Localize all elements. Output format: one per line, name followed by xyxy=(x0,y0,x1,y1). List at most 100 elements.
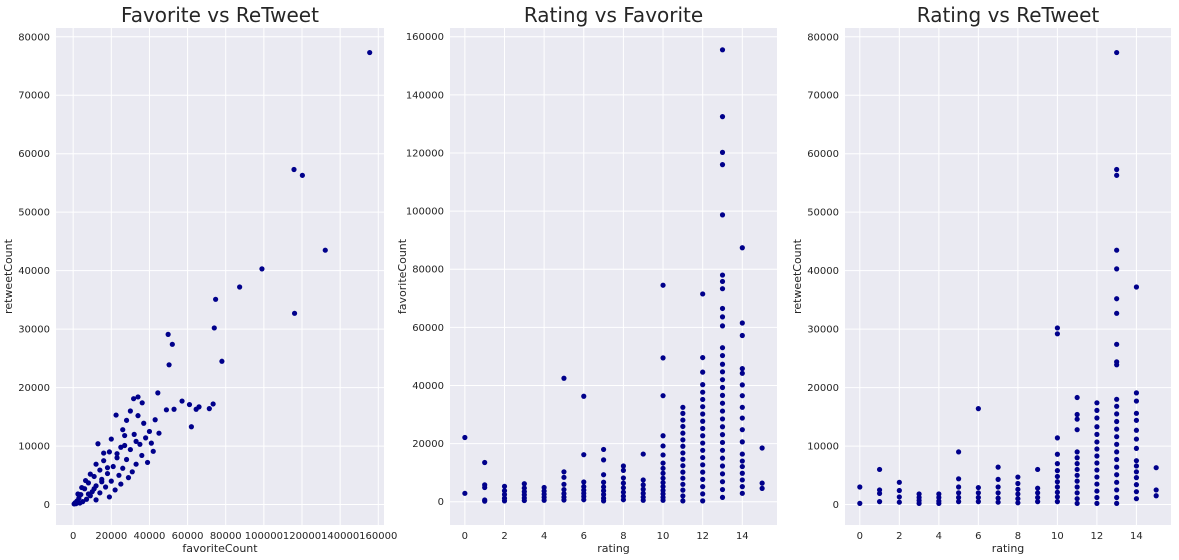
data-point xyxy=(719,463,726,469)
data-point xyxy=(995,495,1001,501)
data-point xyxy=(93,497,99,503)
data-point xyxy=(660,460,666,466)
x-tick-label: 12 xyxy=(1091,531,1104,542)
data-point xyxy=(1114,266,1120,272)
data-point xyxy=(1114,472,1120,478)
data-point xyxy=(561,486,567,493)
data-point xyxy=(1094,500,1100,506)
data-point xyxy=(995,484,1001,490)
data-point xyxy=(127,446,133,453)
x-tick-label: 4 xyxy=(936,531,942,542)
data-point xyxy=(700,498,706,504)
data-point xyxy=(1133,496,1140,502)
data-point xyxy=(1114,310,1120,316)
data-point xyxy=(1114,247,1120,253)
data-point xyxy=(110,463,116,470)
data-point xyxy=(1153,465,1159,471)
data-point xyxy=(719,432,726,438)
data-point xyxy=(186,401,193,408)
data-point xyxy=(137,441,143,447)
data-point xyxy=(719,408,726,414)
data-point xyxy=(719,361,726,367)
data-point xyxy=(367,49,373,56)
data-point xyxy=(620,489,627,495)
x-tick-label: 10 xyxy=(657,531,670,542)
data-point xyxy=(99,479,105,485)
data-point xyxy=(857,500,863,506)
data-point xyxy=(700,469,706,475)
data-point xyxy=(680,423,686,430)
data-point xyxy=(739,427,745,433)
data-point xyxy=(719,114,726,120)
data-point xyxy=(101,458,107,464)
data-point xyxy=(1015,486,1021,492)
data-point xyxy=(719,439,726,446)
data-point xyxy=(975,484,981,491)
data-point xyxy=(956,494,962,501)
data-point xyxy=(660,355,666,361)
data-point xyxy=(680,437,686,443)
data-point xyxy=(1114,166,1120,173)
data-point xyxy=(719,424,726,430)
data-point xyxy=(719,286,726,292)
data-point xyxy=(1094,431,1100,437)
data-point xyxy=(1015,474,1021,480)
data-point xyxy=(1054,435,1060,441)
x-tick-label: 10 xyxy=(1051,531,1064,542)
data-point xyxy=(975,406,981,412)
data-point xyxy=(150,448,156,454)
data-point xyxy=(660,443,666,449)
data-point xyxy=(1133,463,1140,469)
data-point xyxy=(561,481,567,487)
data-point xyxy=(700,447,706,453)
data-point xyxy=(211,325,217,331)
data-point xyxy=(1114,396,1120,402)
x-tick-label: 14 xyxy=(1130,531,1143,542)
data-point xyxy=(995,464,1001,470)
data-point xyxy=(1054,325,1060,331)
data-point xyxy=(759,445,765,451)
data-point xyxy=(1114,418,1120,425)
data-point xyxy=(719,212,726,218)
y-tick-label: 40000 xyxy=(807,266,839,277)
x-tick-label: 40000 xyxy=(134,531,166,542)
data-point xyxy=(102,484,109,490)
data-point xyxy=(995,476,1001,482)
data-point xyxy=(739,490,745,496)
data-point xyxy=(700,354,706,361)
data-point xyxy=(188,424,194,430)
chart-title: Rating vs Favorite xyxy=(524,3,703,27)
x-tick-label: 120000 xyxy=(283,531,321,542)
data-point xyxy=(79,484,85,491)
y-tick-label: 10000 xyxy=(807,442,839,453)
y-tick-label: 160000 xyxy=(406,32,444,43)
data-point xyxy=(660,393,666,399)
data-point xyxy=(660,433,666,439)
data-point xyxy=(620,480,627,486)
data-point xyxy=(1133,390,1140,396)
data-point xyxy=(1074,500,1080,506)
data-point xyxy=(1035,466,1041,473)
data-point xyxy=(462,434,468,441)
data-point xyxy=(1094,460,1100,466)
data-point xyxy=(719,416,726,422)
data-point xyxy=(1094,474,1100,480)
data-point xyxy=(95,441,101,447)
data-point xyxy=(956,476,962,482)
data-point xyxy=(660,475,666,481)
data-point xyxy=(1133,427,1140,433)
data-point xyxy=(719,479,726,485)
data-point xyxy=(1015,500,1021,506)
data-point xyxy=(206,406,212,412)
data-point xyxy=(1074,466,1080,473)
data-point xyxy=(600,446,607,453)
data-point xyxy=(1133,469,1140,475)
data-point xyxy=(739,366,745,372)
data-point xyxy=(739,415,745,421)
data-point xyxy=(1133,417,1140,423)
data-point xyxy=(719,149,726,155)
data-point xyxy=(680,417,686,423)
data-point xyxy=(1015,491,1021,497)
data-point xyxy=(719,345,726,351)
